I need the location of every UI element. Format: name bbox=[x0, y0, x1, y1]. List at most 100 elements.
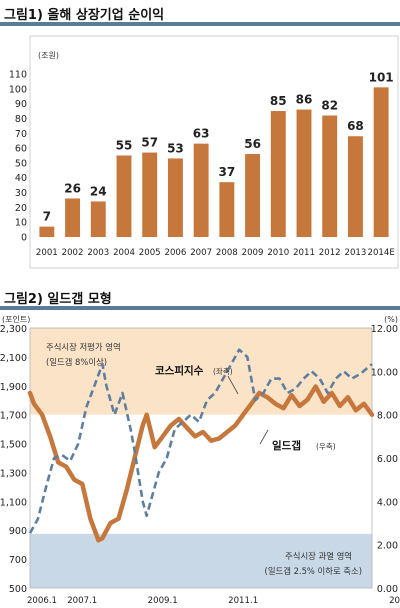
kospi-series-label: 코스피지수 bbox=[155, 364, 204, 377]
x-tick-label: 2009.1 bbox=[148, 596, 178, 606]
y-tick-label: 60 bbox=[15, 144, 27, 155]
yield-gap-series-label: 일드갭 bbox=[272, 439, 301, 452]
y-tick-label: 40 bbox=[15, 173, 27, 184]
left-tick-label: 2,300 bbox=[0, 324, 27, 335]
left-tick-label: 1,300 bbox=[0, 468, 27, 479]
x-tick-label: 2004 bbox=[113, 248, 135, 258]
x-tick-label: 2011 bbox=[293, 248, 315, 258]
y-tick-label: 110 bbox=[9, 70, 27, 81]
bar bbox=[322, 115, 338, 237]
bar bbox=[347, 136, 363, 237]
bar bbox=[219, 182, 235, 237]
x-tick-label: 2007.1 bbox=[67, 596, 97, 606]
x-tick-label: 2006.1 bbox=[27, 596, 57, 606]
undervalued-zone bbox=[30, 328, 372, 415]
y-tick-label: 90 bbox=[15, 99, 27, 110]
left-tick-label: 2,100 bbox=[0, 353, 27, 364]
left-tick-label: 700 bbox=[9, 555, 27, 566]
bar bbox=[193, 143, 209, 237]
bar-chart: (조원) 0 10 20 30 40 50 60 70 80 90 100 110 7 2001 26 2002… bbox=[0, 22, 400, 269]
y-tick-label: 50 bbox=[15, 158, 27, 169]
kospi-leader-line bbox=[227, 375, 239, 395]
right-tick-label: 10.00 bbox=[371, 367, 398, 378]
undervalued-zone-title: 주식시장 저평가 영역 bbox=[46, 342, 121, 352]
right-axis-unit: (%) bbox=[384, 315, 398, 324]
bar bbox=[167, 158, 183, 237]
bar-value-label: 85 bbox=[270, 94, 287, 108]
bar bbox=[245, 154, 261, 237]
bar bbox=[373, 87, 389, 237]
yield-gap-leader-line bbox=[259, 429, 269, 445]
overvalued-zone-note: (일드갭 2.5% 이하로 축소) bbox=[265, 566, 362, 576]
x-tick-label: 2007 bbox=[190, 248, 212, 258]
header-bar bbox=[0, 306, 400, 310]
figure-1: 그림1) 올해 상장기업 순이익 (조원) 0 10 20 30 40 50 60 70 80 90… bbox=[0, 0, 400, 275]
right-tick-label: 0.00 bbox=[377, 584, 398, 595]
x-tick-label: 2011.1 bbox=[228, 596, 258, 606]
bar-value-label: 63 bbox=[193, 127, 210, 141]
bar bbox=[116, 155, 132, 237]
bar-value-label: 57 bbox=[141, 136, 158, 150]
bar-value-label: 56 bbox=[244, 137, 261, 151]
bar-value-label: 82 bbox=[321, 98, 338, 112]
right-tick-label: 2.00 bbox=[377, 541, 398, 552]
y-tick-label: 100 bbox=[9, 84, 27, 95]
bar-value-label: 86 bbox=[296, 93, 313, 107]
x-tick-label: 2001 bbox=[36, 248, 58, 258]
x-tick-label: 2012 bbox=[319, 248, 341, 258]
bar-value-label: 53 bbox=[167, 141, 184, 155]
left-tick-label: 1,900 bbox=[0, 382, 27, 393]
right-tick-label: 6.00 bbox=[377, 454, 398, 465]
bar-value-label: 37 bbox=[219, 165, 236, 179]
yield-gap-line bbox=[27, 384, 375, 543]
undervalued-zone-note: (일드갭 8%이상) bbox=[46, 357, 107, 367]
x-tick-label: 2013 bbox=[344, 248, 366, 258]
line-chart: (포인트) (%) 500 700 900 1,100 1,300 1,500 1,700 1,9… bbox=[0, 306, 400, 606]
x-tick-label: 2008 bbox=[216, 248, 238, 258]
bar-value-label: 24 bbox=[90, 184, 107, 198]
kospi-axis-note: (좌축) bbox=[213, 367, 233, 376]
left-tick-label: 900 bbox=[9, 526, 27, 537]
y-tick-label: 80 bbox=[15, 114, 27, 125]
bar bbox=[142, 152, 158, 237]
x-tick-label: 2006 bbox=[164, 248, 186, 258]
header-bar bbox=[0, 22, 400, 26]
y-tick-label: 10 bbox=[15, 218, 27, 229]
x-tick-label: 2015.1 bbox=[389, 596, 400, 606]
yield-gap-axis-note: (우축) bbox=[316, 442, 336, 451]
left-tick-label: 1,100 bbox=[0, 497, 27, 508]
right-tick-label: 4.00 bbox=[377, 497, 398, 508]
bar-value-label: 26 bbox=[64, 181, 81, 195]
left-tick-label: 1,700 bbox=[0, 411, 27, 422]
bar bbox=[296, 109, 312, 237]
bar-value-label: 68 bbox=[347, 119, 364, 133]
x-tick-label: 2014E bbox=[367, 248, 394, 258]
left-tick-label: 1,500 bbox=[0, 440, 27, 451]
bar bbox=[39, 226, 55, 237]
chart-frame bbox=[29, 35, 399, 269]
x-tick-label: 2002 bbox=[62, 248, 84, 258]
right-tick-label: 8.00 bbox=[377, 411, 398, 422]
y-tick-label: 0 bbox=[21, 233, 27, 244]
figure-2: 그림2) 일드갭 모형 (포인트) (%) 500 700 900 1,100 1,300 1… bbox=[0, 284, 400, 608]
unit-label: (조원) bbox=[38, 51, 59, 60]
left-axis-unit: (포인트) bbox=[2, 314, 30, 324]
bar-value-label: 55 bbox=[116, 139, 133, 153]
y-tick-label: 30 bbox=[15, 188, 27, 199]
right-tick-label: 12.00 bbox=[371, 324, 398, 335]
bar bbox=[270, 111, 286, 237]
bar bbox=[90, 201, 106, 237]
bar-value-label: 7 bbox=[43, 210, 51, 224]
x-tick-label: 2009 bbox=[242, 248, 264, 258]
plot-frame bbox=[29, 327, 373, 589]
bar bbox=[65, 198, 81, 237]
y-tick-label: 70 bbox=[15, 129, 27, 140]
y-tick-label: 20 bbox=[15, 203, 27, 214]
figure-2-title: 그림2) 일드갭 모형 bbox=[4, 292, 112, 307]
x-tick-label: 2003 bbox=[87, 248, 109, 258]
bar-value-label: 101 bbox=[369, 70, 394, 84]
overvalued-zone-title: 주식시장 과열 영역 bbox=[285, 551, 352, 561]
x-tick-label: 2005 bbox=[139, 248, 161, 258]
left-tick-label: 500 bbox=[9, 584, 27, 595]
x-tick-label: 2010 bbox=[267, 248, 289, 258]
